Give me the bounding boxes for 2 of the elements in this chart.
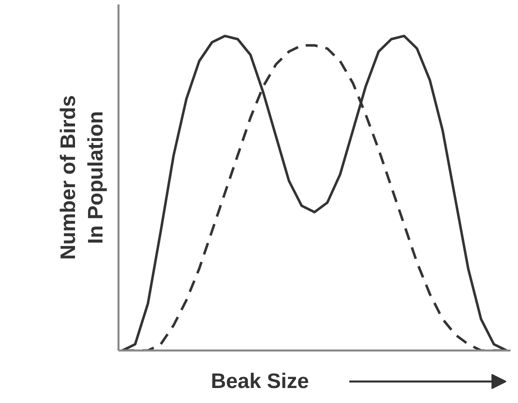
x-axis-title: Beak Size [210,370,309,393]
y-axis-title: Number of Birds In Population [56,95,108,260]
